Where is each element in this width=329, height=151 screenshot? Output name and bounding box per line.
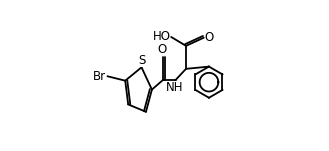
Text: S: S — [138, 54, 145, 67]
Text: O: O — [157, 43, 166, 56]
Text: Br: Br — [93, 70, 106, 83]
Text: O: O — [205, 31, 214, 44]
Text: NH: NH — [166, 81, 184, 94]
Text: HO: HO — [152, 31, 170, 43]
